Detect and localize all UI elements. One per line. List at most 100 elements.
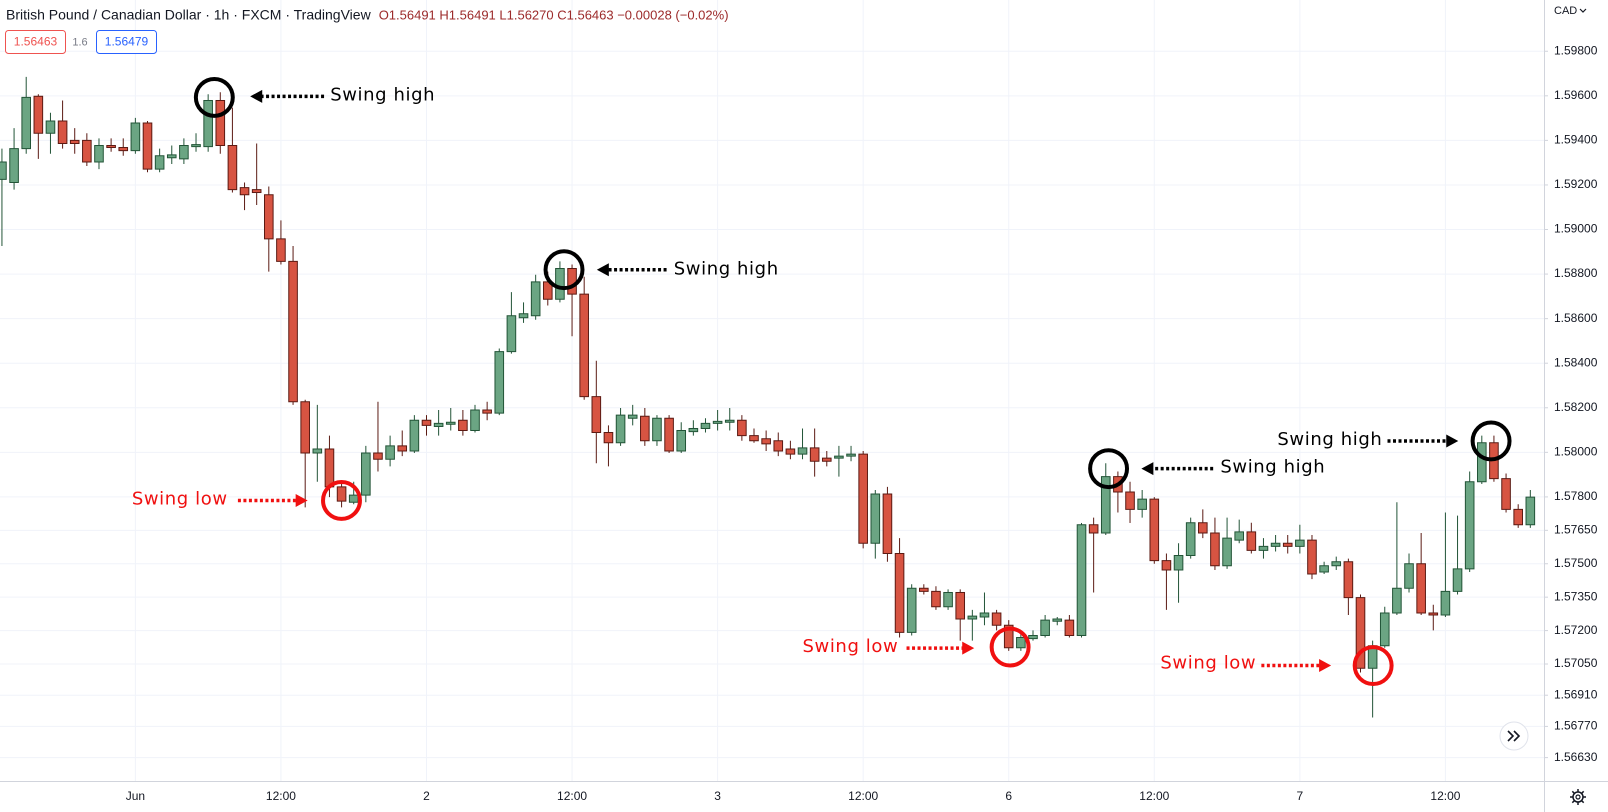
candle-body xyxy=(1149,498,1160,562)
candle-body xyxy=(1331,561,1342,567)
annotation-label: Swing low xyxy=(802,636,898,657)
y-tick-label: 1.58400 xyxy=(1554,355,1598,369)
candle-body xyxy=(45,120,56,134)
candle-body xyxy=(688,427,699,433)
ohlc-quote: O1.56491 H1.56491 L1.56270 C1.56463 −0.0… xyxy=(379,7,729,22)
candle-body xyxy=(1173,555,1184,571)
candle-body xyxy=(239,187,250,196)
candle-body xyxy=(1477,442,1487,483)
candle-body xyxy=(555,268,565,300)
candle-body xyxy=(361,452,371,496)
candle-body xyxy=(615,414,626,444)
y-tick-label: 1.56910 xyxy=(1554,687,1598,701)
candle-body xyxy=(227,145,238,191)
candle-body xyxy=(834,455,844,459)
candle-body xyxy=(1028,634,1038,640)
candle-body xyxy=(1379,612,1390,647)
buy-price: 1.56479 xyxy=(105,35,149,49)
candle-body xyxy=(518,313,529,319)
currency: CAD xyxy=(1554,5,1577,17)
y-tick-label: 1.57800 xyxy=(1554,489,1598,503)
swing-circle xyxy=(989,626,1031,668)
y-tick-label: 1.58200 xyxy=(1554,400,1598,414)
arrow-head xyxy=(295,493,308,507)
x-tick-label: 12:00 xyxy=(1139,789,1169,803)
swing-circle xyxy=(1352,645,1394,687)
candle-body xyxy=(288,260,298,403)
candle-body xyxy=(82,139,92,163)
annotation-label: Swing high xyxy=(1220,457,1325,478)
y-tick-label: 1.58800 xyxy=(1554,266,1598,280)
sell-button[interactable]: 1.56463 xyxy=(5,30,66,54)
candle-body xyxy=(591,396,602,434)
scroll-to-latest[interactable] xyxy=(1499,721,1529,751)
annotation-label: Swing low xyxy=(1160,652,1256,673)
candle-body xyxy=(458,419,468,431)
candle-body xyxy=(1088,524,1099,534)
x-tick-label: 3 xyxy=(714,789,721,803)
x-tick-label: 7 xyxy=(1297,789,1304,803)
candle-body xyxy=(154,155,165,170)
candle-body xyxy=(421,419,432,426)
candle-body xyxy=(1210,532,1220,567)
candle-body xyxy=(1246,531,1257,551)
y-tick-label: 1.57500 xyxy=(1554,556,1598,570)
y-tick-label: 1.56770 xyxy=(1554,719,1598,733)
candle-body xyxy=(1076,524,1087,636)
candle-body xyxy=(179,145,189,160)
candle-body xyxy=(33,95,44,134)
candle-body xyxy=(1040,619,1050,636)
candle-body xyxy=(94,145,104,163)
candle-body xyxy=(858,453,868,544)
candle-body xyxy=(482,409,492,414)
y-tick-label: 1.58600 xyxy=(1554,311,1598,325)
annotation-label: Swing low xyxy=(132,488,228,509)
buy-button[interactable]: 1.56479 xyxy=(96,30,157,54)
currency-selector[interactable]: CAD xyxy=(1554,5,1587,17)
candle-body xyxy=(579,293,589,398)
candle-body xyxy=(1052,618,1063,622)
sell-box xyxy=(5,30,66,54)
candle-body xyxy=(1222,537,1232,567)
y-tick-label: 1.57650 xyxy=(1554,522,1598,536)
candle-body xyxy=(1307,539,1317,575)
y-tick-label: 1.59200 xyxy=(1554,177,1598,191)
candle-body xyxy=(1270,542,1281,547)
candle-body xyxy=(652,417,662,442)
settings-button[interactable] xyxy=(1570,789,1586,805)
candle-body xyxy=(991,612,1002,626)
candle-body xyxy=(385,445,395,460)
candle-body xyxy=(894,552,905,633)
candle-body xyxy=(700,422,711,429)
chevron xyxy=(1513,730,1521,742)
candle-body xyxy=(1295,539,1305,547)
y-tick-label: 1.58000 xyxy=(1554,445,1598,459)
candle-body xyxy=(300,401,310,454)
candle-body xyxy=(264,194,274,240)
candle-body xyxy=(761,438,771,445)
candle-body xyxy=(724,419,735,423)
x-tick-label: 6 xyxy=(1005,789,1012,803)
candle-body xyxy=(664,417,674,452)
candle-body xyxy=(1513,508,1523,526)
candle-body xyxy=(567,268,577,295)
candle-body xyxy=(130,122,141,152)
candle-body xyxy=(785,448,796,455)
arrow-head xyxy=(1319,659,1332,673)
axes: 1.59800 1.59600 1.59400 1.59200 1.59000 1.588… xyxy=(126,43,1598,803)
candle-body xyxy=(373,452,383,460)
candle-body xyxy=(1440,590,1451,616)
candle-body xyxy=(1392,587,1402,614)
candle-body xyxy=(57,120,68,144)
candle-body xyxy=(1355,597,1366,669)
x-tick-label: 12:00 xyxy=(557,789,587,803)
swing-circle xyxy=(1088,448,1130,490)
chevron xyxy=(1579,8,1587,13)
annotation-label: Swing high xyxy=(674,259,779,280)
swing-circle xyxy=(193,76,235,118)
spread: 1.6 xyxy=(72,36,87,48)
candle-body xyxy=(470,409,480,431)
annotations: Swing high Swing high Swing low Swing low Sw… xyxy=(132,76,1512,687)
swing-circle xyxy=(1470,420,1512,462)
candle-body xyxy=(1428,612,1439,616)
